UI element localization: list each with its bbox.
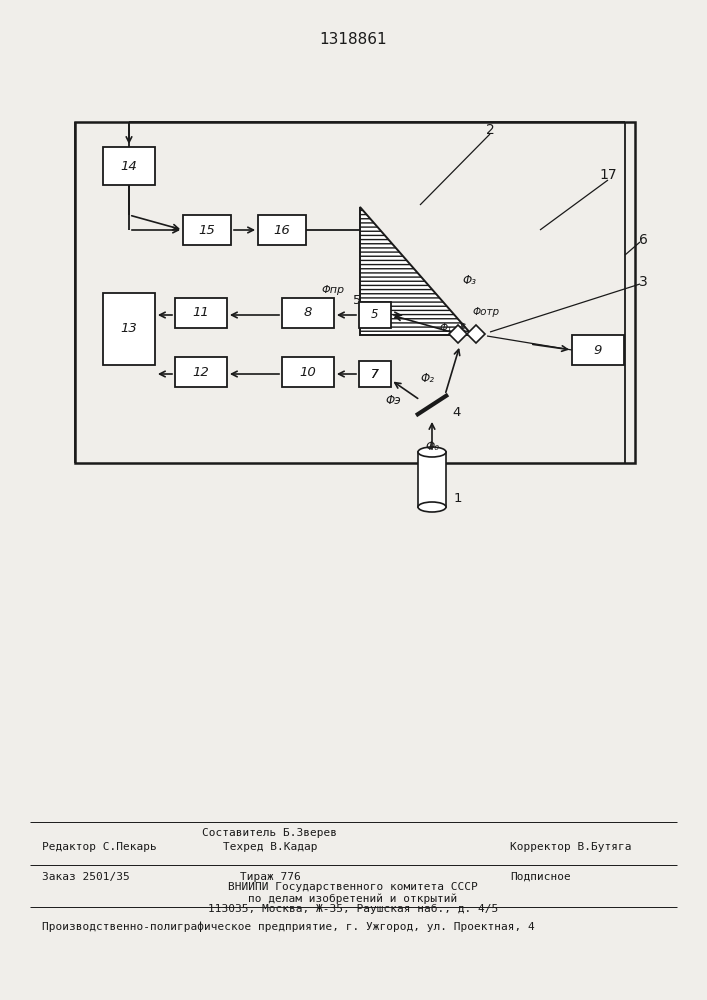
Bar: [258, 215, 306, 245]
Text: 11: 11: [192, 306, 209, 320]
Text: Производственно-полиграфическое предприятие, г. Ужгород, ул. Проектная, 4: Производственно-полиграфическое предприя…: [42, 922, 534, 932]
Text: 10: 10: [300, 365, 316, 378]
Bar: [103, 293, 155, 365]
Ellipse shape: [418, 502, 446, 512]
Text: 14: 14: [121, 159, 137, 172]
Text: 6: 6: [638, 233, 648, 247]
Text: Редактор С.Пекарь: Редактор С.Пекарь: [42, 842, 157, 852]
Text: 13: 13: [121, 322, 137, 336]
Text: Составитель Б.Зверев: Составитель Б.Зверев: [202, 828, 337, 838]
Bar: [418, 452, 446, 507]
Bar: [572, 335, 624, 365]
Text: Φпр: Φпр: [322, 285, 345, 295]
Text: 8: 8: [304, 306, 312, 320]
Text: Φ₂: Φ₂: [420, 371, 434, 384]
Bar: [282, 298, 334, 328]
Text: 3: 3: [638, 275, 648, 289]
Text: 1: 1: [454, 492, 462, 506]
Ellipse shape: [418, 447, 446, 457]
Bar: [282, 357, 334, 387]
Text: 17: 17: [600, 168, 617, 182]
Text: Φэ: Φэ: [385, 393, 401, 406]
Polygon shape: [467, 325, 485, 343]
Text: 16: 16: [274, 224, 291, 236]
Polygon shape: [360, 207, 472, 335]
Text: 1318861: 1318861: [319, 32, 387, 47]
Text: Заказ 2501/35: Заказ 2501/35: [42, 872, 130, 882]
Text: 7: 7: [371, 367, 379, 380]
Text: 2: 2: [486, 123, 494, 137]
Text: 12: 12: [192, 365, 209, 378]
Bar: [175, 357, 227, 387]
Polygon shape: [449, 325, 467, 343]
Bar: [103, 147, 155, 185]
Bar: [183, 215, 231, 245]
Text: Корректор В.Бутяга: Корректор В.Бутяга: [510, 842, 631, 852]
Text: ВНИИПИ Государственного комитета СССР: ВНИИПИ Государственного комитета СССР: [228, 882, 478, 892]
Bar: [359, 302, 391, 328]
Text: 7: 7: [371, 367, 379, 380]
Bar: [359, 361, 391, 387]
Text: Подписное: Подписное: [510, 872, 571, 882]
Text: 5: 5: [353, 294, 361, 306]
Text: Φ₁: Φ₁: [440, 323, 452, 333]
Text: Техред В.Кадар: Техред В.Кадар: [223, 842, 317, 852]
Text: 5: 5: [371, 308, 379, 322]
Bar: [175, 298, 227, 328]
Text: 15: 15: [199, 224, 216, 236]
Bar: [75, 122, 635, 463]
Text: по делам изобретений и открытий: по делам изобретений и открытий: [248, 893, 457, 904]
Text: 9: 9: [594, 344, 602, 357]
Text: Φ₀: Φ₀: [425, 440, 439, 454]
Text: Тираж 776: Тираж 776: [240, 872, 300, 882]
Text: 4: 4: [452, 406, 460, 420]
Text: Φотр: Φотр: [472, 307, 499, 317]
Text: 113035, Москва, Ж-35, Раушская наб., д. 4/5: 113035, Москва, Ж-35, Раушская наб., д. …: [208, 904, 498, 914]
Text: Φ₃: Φ₃: [462, 273, 476, 286]
